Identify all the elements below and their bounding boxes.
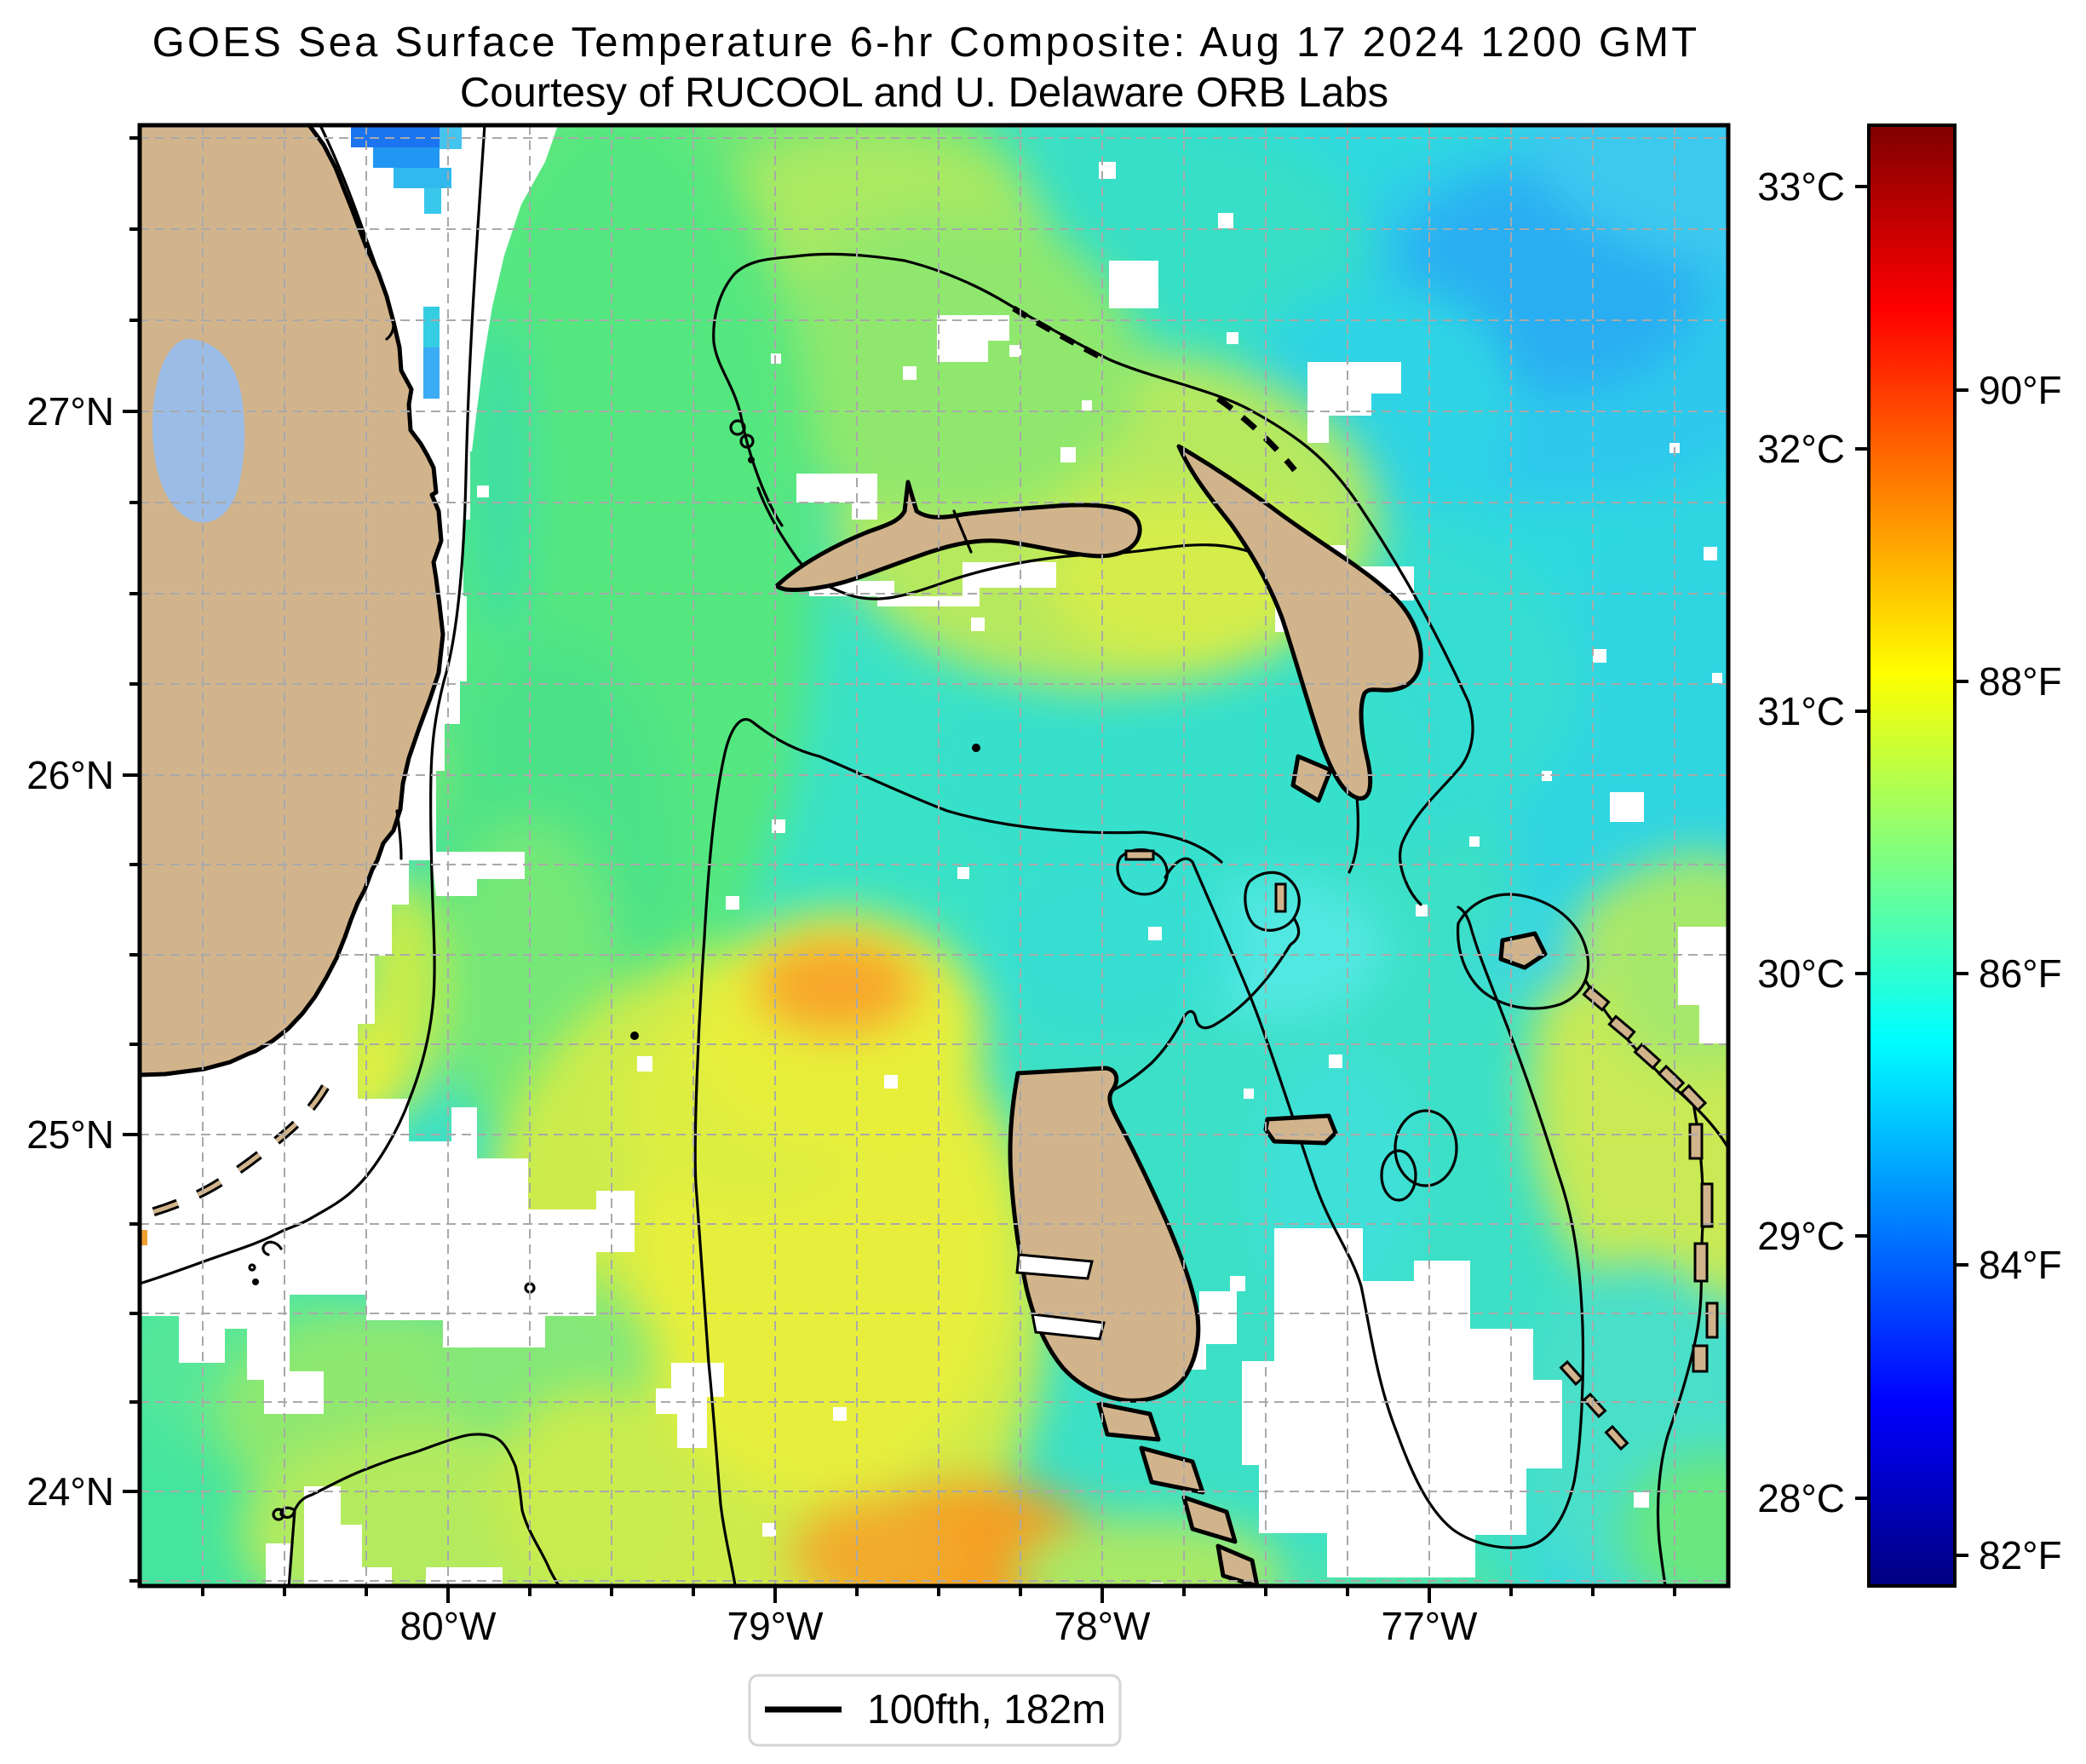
svg-text:79°W: 79°W xyxy=(727,1604,825,1648)
svg-text:25°N: 25°N xyxy=(26,1112,114,1157)
svg-text:100fth, 182m: 100fth, 182m xyxy=(867,1687,1106,1732)
svg-text:27°N: 27°N xyxy=(26,389,114,434)
svg-text:GOES Sea Surface Temperature 6: GOES Sea Surface Temperature 6-hr Compos… xyxy=(152,20,1700,66)
svg-text:84°F: 84°F xyxy=(1979,1243,2062,1287)
svg-text:86°F: 86°F xyxy=(1979,951,2062,996)
svg-text:31°C: 31°C xyxy=(1757,689,1845,733)
svg-text:26°N: 26°N xyxy=(26,753,114,797)
svg-text:29°C: 29°C xyxy=(1757,1214,1845,1258)
svg-text:24°N: 24°N xyxy=(26,1469,114,1514)
svg-text:77°W: 77°W xyxy=(1382,1604,1479,1648)
svg-text:90°F: 90°F xyxy=(1979,368,2062,412)
svg-text:33°C: 33°C xyxy=(1757,164,1845,209)
svg-text:80°W: 80°W xyxy=(400,1604,497,1648)
svg-text:82°F: 82°F xyxy=(1979,1533,2062,1577)
svg-text:88°F: 88°F xyxy=(1979,659,2062,704)
svg-text:Courtesy of RUCOOL and U. Dela: Courtesy of RUCOOL and U. Delaware ORB L… xyxy=(460,70,1388,116)
svg-text:28°C: 28°C xyxy=(1757,1476,1845,1520)
svg-text:30°C: 30°C xyxy=(1757,951,1845,996)
svg-text:78°W: 78°W xyxy=(1054,1604,1152,1648)
svg-text:32°C: 32°C xyxy=(1757,427,1845,471)
